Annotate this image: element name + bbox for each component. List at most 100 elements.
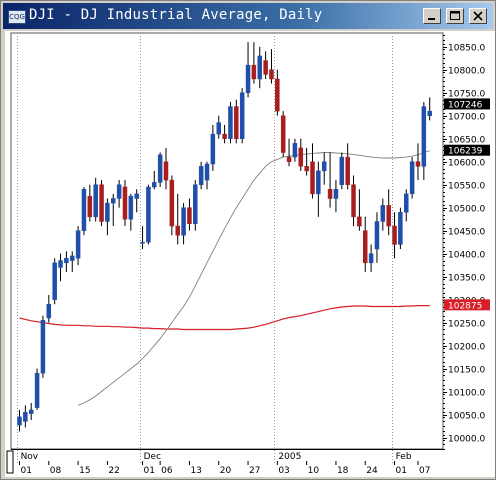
candle	[427, 97, 432, 121]
candle	[105, 198, 110, 236]
candle-body-down	[251, 64, 257, 80]
candle	[175, 193, 180, 245]
candle-body-up	[134, 193, 139, 199]
candle	[327, 152, 333, 208]
candle-body-up	[181, 207, 186, 236]
candle	[210, 124, 216, 171]
candle	[392, 212, 397, 259]
candle	[222, 124, 227, 144]
candle-body-down	[234, 106, 239, 139]
candle-body-up	[75, 230, 81, 259]
candle	[351, 175, 356, 227]
candle	[87, 184, 93, 222]
price-tag-label: 102875	[448, 301, 482, 311]
candle-body-up	[409, 161, 415, 195]
candle-body-up	[116, 184, 122, 199]
candle-body-up	[64, 257, 69, 264]
price-tag-box	[444, 144, 490, 156]
candle-body-down	[269, 69, 274, 80]
candle	[409, 157, 415, 199]
candle	[239, 88, 245, 144]
chart-area[interactable]: 10000.0 10050.0 10100.0 10150.0 10200.0 10250…	[5, 31, 495, 477]
candle-body-up	[333, 189, 339, 199]
candle-body-down	[163, 161, 169, 181]
candle-body-up	[157, 154, 163, 183]
candle	[234, 99, 239, 144]
candle	[204, 161, 210, 190]
candle	[28, 403, 34, 421]
candle	[140, 226, 145, 250]
x-day-label: 01	[396, 466, 407, 476]
candle-body-down	[362, 230, 368, 264]
candle	[339, 152, 345, 190]
candle-body-up	[292, 143, 298, 158]
minimize-icon	[428, 18, 435, 20]
candle	[362, 216, 368, 273]
x-month-label: Dec	[144, 452, 161, 462]
candle-body-down	[386, 205, 391, 227]
minimize-button[interactable]	[423, 8, 441, 24]
candle-body-up	[140, 241, 145, 244]
candle-body-down	[345, 156, 350, 185]
candle	[321, 152, 327, 185]
candle	[404, 189, 409, 222]
candle-body-down	[280, 115, 286, 153]
candle	[251, 42, 257, 84]
candle-body-up	[374, 221, 380, 250]
candle	[292, 138, 298, 162]
x-day-label: 27	[249, 466, 260, 476]
candle	[310, 143, 315, 199]
candle-body-up	[111, 198, 116, 204]
candle-body-up	[321, 161, 327, 172]
y-tick-label: 10850.0	[448, 44, 485, 54]
candlestick-chart[interactable]: 10000.0 10050.0 10100.0 10150.0 10200.0 10250…	[5, 31, 495, 477]
candle-body-up	[58, 260, 63, 268]
maximize-icon	[450, 11, 460, 20]
candle	[193, 180, 198, 231]
candle-body-down	[99, 184, 104, 222]
candle	[93, 177, 98, 222]
candle-body-up	[193, 184, 198, 225]
x-day-label: 18	[337, 466, 349, 476]
x-day-label: 06	[161, 466, 173, 476]
candle	[263, 51, 268, 79]
candle	[146, 184, 151, 245]
candle-body-up	[40, 320, 46, 374]
candle	[398, 207, 403, 250]
price-tag-box	[444, 299, 490, 311]
candle-body-up	[146, 186, 151, 243]
candle	[134, 189, 139, 213]
candle	[40, 315, 46, 378]
candle-body-up	[204, 163, 210, 181]
candle-body-up	[257, 55, 263, 80]
candle	[17, 409, 22, 432]
y-tick-label: 10400.0	[448, 251, 485, 261]
y-tick-label: 10000.0	[448, 435, 485, 445]
app-icon-label: CQG	[9, 13, 25, 21]
candle	[69, 251, 75, 273]
candle-body-up	[81, 189, 87, 231]
candle	[157, 152, 163, 187]
candle	[286, 138, 292, 167]
candle	[280, 111, 286, 158]
y-tick-label: 10750.0	[448, 90, 485, 100]
candle	[380, 198, 386, 231]
y-tick-label: 10450.0	[448, 228, 485, 238]
price-tag-label: 106239	[448, 147, 483, 157]
candle-body-up	[28, 409, 34, 414]
x-day-label: 07	[419, 466, 430, 476]
maximize-button[interactable]	[446, 8, 464, 24]
candle-body-down	[286, 156, 292, 162]
candle	[64, 251, 69, 273]
window-title: DJI - DJ Industrial Average, Daily	[29, 7, 323, 23]
title-bar[interactable]: CQG DJI - DJ Industrial Average, Daily	[3, 3, 493, 29]
y-tick-label: 10150.0	[448, 366, 485, 376]
candle	[111, 193, 116, 227]
candle-body-down	[175, 225, 180, 236]
candle-body-up	[198, 166, 204, 185]
candle-body-up	[210, 133, 216, 165]
candle-body-down	[327, 189, 333, 199]
app-icon[interactable]: CQG	[8, 10, 26, 24]
close-button[interactable]	[469, 8, 487, 24]
